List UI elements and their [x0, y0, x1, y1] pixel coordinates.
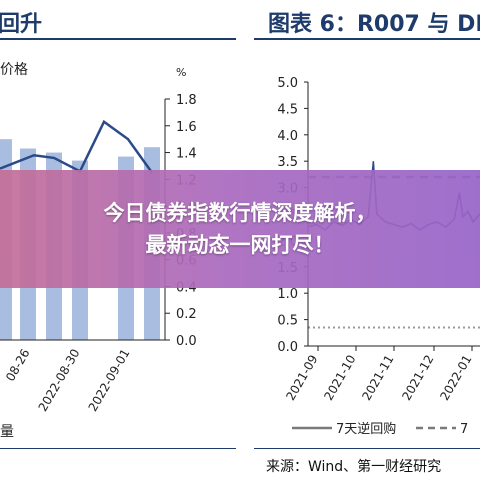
- left-y-tick-label: 0.2: [176, 307, 197, 322]
- left-volume-label: 量: [0, 424, 14, 440]
- left-y-tick-label: 1.6: [176, 120, 197, 135]
- right-x-tick-label: 2021-12: [399, 353, 436, 403]
- right-y-tick-label: 5.0: [277, 76, 298, 91]
- right-y-tick-label: 3.5: [277, 155, 298, 170]
- left-source-rule: [0, 448, 236, 449]
- right-x-tick-label: 2021-10: [321, 353, 358, 403]
- right-y-tick-label: 0.0: [277, 340, 298, 355]
- right-source-rule: [254, 448, 480, 449]
- right-x-tick-label: 2021-09: [283, 353, 320, 403]
- headline-banner[interactable]: 今日债券指数行情深度解析， 最新动态一网打尽！: [0, 170, 480, 288]
- right-chart-svg: 5.04.54.03.53.02.52.01.51.00.50.0 2021-0…: [277, 76, 480, 437]
- headline-line-2: 最新动态一网打尽！: [145, 233, 335, 257]
- right-x-tick-label: 2022-01: [437, 353, 474, 403]
- headline-line-1: 今日债券指数行情深度解析，: [103, 201, 377, 225]
- right-title-rule: [254, 38, 480, 40]
- left-unit-label: %: [176, 66, 186, 79]
- left-series-label: 价格: [0, 62, 28, 78]
- right-y-tick-label: 1.0: [277, 287, 298, 302]
- left-y-tick-label: 1.8: [176, 93, 197, 108]
- left-x-tick-label: 08-26: [3, 347, 33, 384]
- left-chart-title: 回升: [0, 12, 43, 37]
- right-y-tick-label: 0.5: [277, 314, 298, 329]
- right-chart-title: 图表 6：R007 与 DR: [268, 12, 480, 37]
- right-y-tick-label: 4.5: [277, 102, 298, 117]
- legend-item-dashed: 7: [460, 422, 468, 437]
- left-x-tick-label: 2022-09-01: [86, 347, 133, 414]
- legend-item-reverse-repo: 7天逆回购: [336, 421, 396, 437]
- right-y-tick-label: 4.0: [277, 129, 298, 144]
- right-x-tick-label: 2021-11: [359, 353, 396, 403]
- right-source-text: 来源：Wind、第一财经研究: [266, 459, 442, 475]
- left-title-rule: [0, 38, 236, 40]
- left-y-tick-label: 1.4: [176, 147, 197, 162]
- left-y-tick-label: 0.0: [176, 334, 197, 349]
- left-x-tick-label: 2022-08-30: [36, 347, 83, 414]
